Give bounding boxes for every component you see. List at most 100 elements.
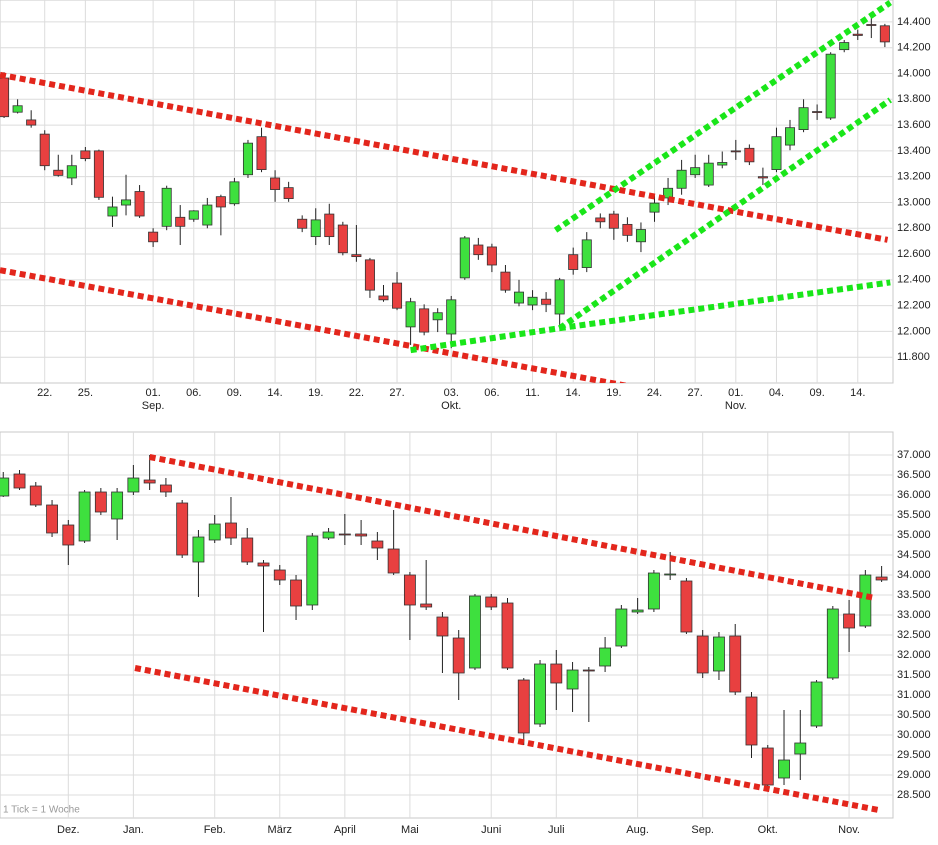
candle-body <box>143 479 156 484</box>
candle-body <box>387 548 400 574</box>
candle-body <box>486 246 497 266</box>
y-tick-label: 31.500 <box>897 669 931 681</box>
candle-body <box>371 540 384 549</box>
y-tick-label: 35.500 <box>897 509 931 521</box>
candle-body <box>175 216 186 227</box>
candle-body <box>631 609 644 613</box>
y-tick-label: 13.600 <box>897 119 931 131</box>
trend-lines <box>134 454 879 813</box>
trend-line <box>557 97 892 331</box>
candle-body <box>215 196 226 208</box>
y-tick-label: 13.400 <box>897 145 931 157</box>
candle-body <box>812 111 823 113</box>
x-tick-label: Nov. <box>838 824 860 836</box>
candle-body <box>256 136 267 170</box>
candle-body <box>778 759 790 779</box>
y-tick-label: 14.000 <box>897 67 931 79</box>
x-tick-label: 01. <box>728 387 743 399</box>
candle-body <box>134 191 145 217</box>
candle-body <box>26 119 37 126</box>
month-label: Sep. <box>142 400 165 412</box>
candle-body <box>469 595 481 669</box>
candle-body <box>225 522 237 539</box>
y-tick-label: 13.800 <box>897 93 931 105</box>
candle-body <box>501 602 514 669</box>
candle-body <box>306 535 319 606</box>
candle-body <box>405 301 416 328</box>
candle-body <box>290 579 302 607</box>
candle-body <box>730 150 741 153</box>
candle-body <box>53 169 64 176</box>
x-tick-label: 01. <box>145 387 160 399</box>
y-tick-label: 34.000 <box>897 569 931 581</box>
candle-body <box>148 231 159 243</box>
x-tick-label: 14. <box>566 387 581 399</box>
x-tick-label: 04. <box>769 387 784 399</box>
candle-body <box>66 165 77 179</box>
candle-body <box>257 562 270 567</box>
candle-body <box>581 239 592 268</box>
candle-body <box>622 223 633 236</box>
candle-body <box>208 523 221 541</box>
x-tick-label: Aug. <box>626 824 649 836</box>
x-tick-label: 24. <box>647 387 662 399</box>
candle-body <box>355 533 368 537</box>
candle-body <box>485 596 498 608</box>
candle-body <box>242 142 253 176</box>
candle-body <box>176 502 189 556</box>
x-tick-label: 22. <box>349 387 364 399</box>
trend-line <box>134 665 879 813</box>
candle-body <box>62 524 75 546</box>
x-tick-label: Sep. <box>691 824 714 836</box>
y-tick-label: 13.000 <box>897 196 931 208</box>
candle-body <box>517 679 530 734</box>
y-tick-label: 30.000 <box>897 729 931 741</box>
candle-body <box>297 218 308 229</box>
candle-body <box>745 696 758 746</box>
y-tick-label: 32.500 <box>897 629 931 641</box>
candle-body <box>111 491 124 520</box>
y-tick-label: 35.000 <box>897 529 931 541</box>
x-tick-label: Mai <box>401 824 419 836</box>
candle-body <box>12 105 23 113</box>
y-tick-label: 12.600 <box>897 248 931 260</box>
candle-body <box>324 213 335 238</box>
candle-body <box>568 254 579 270</box>
candle-body <box>761 747 774 786</box>
candle-body <box>664 573 677 576</box>
candle-body <box>649 202 660 213</box>
candle-body <box>843 613 856 629</box>
candle-body <box>29 485 42 506</box>
candle-body <box>337 224 348 254</box>
candle-body <box>635 229 646 243</box>
y-tick-label: 33.500 <box>897 589 931 601</box>
candle-body <box>608 213 619 229</box>
candle-body <box>527 296 538 306</box>
trend-line <box>410 325 561 354</box>
y-tick-label: 29.500 <box>897 749 931 761</box>
candle-body <box>550 663 563 684</box>
candle-body <box>0 77 10 118</box>
candle-body <box>392 282 403 309</box>
x-tick-label: 19. <box>606 387 621 399</box>
x-tick-label: 25. <box>78 387 93 399</box>
candle-body <box>93 150 104 198</box>
y-tick-label: 11.800 <box>897 351 930 363</box>
candle-body <box>534 663 546 725</box>
candle-body <box>582 669 595 672</box>
candle-body <box>566 669 579 690</box>
y-tick-label: 14.400 <box>897 16 931 28</box>
x-tick-label: April <box>334 824 356 836</box>
trend-line <box>553 0 892 233</box>
candle-body <box>273 569 286 581</box>
candle-body <box>13 473 26 489</box>
month-label: Nov. <box>725 400 747 412</box>
candle-body <box>690 167 701 176</box>
x-tick-label: 14. <box>850 387 865 399</box>
candle-body <box>473 244 484 256</box>
candle-body <box>771 136 782 170</box>
y-tick-label: 29.000 <box>897 769 931 781</box>
candle-body <box>615 608 628 647</box>
candle-body <box>676 169 687 189</box>
